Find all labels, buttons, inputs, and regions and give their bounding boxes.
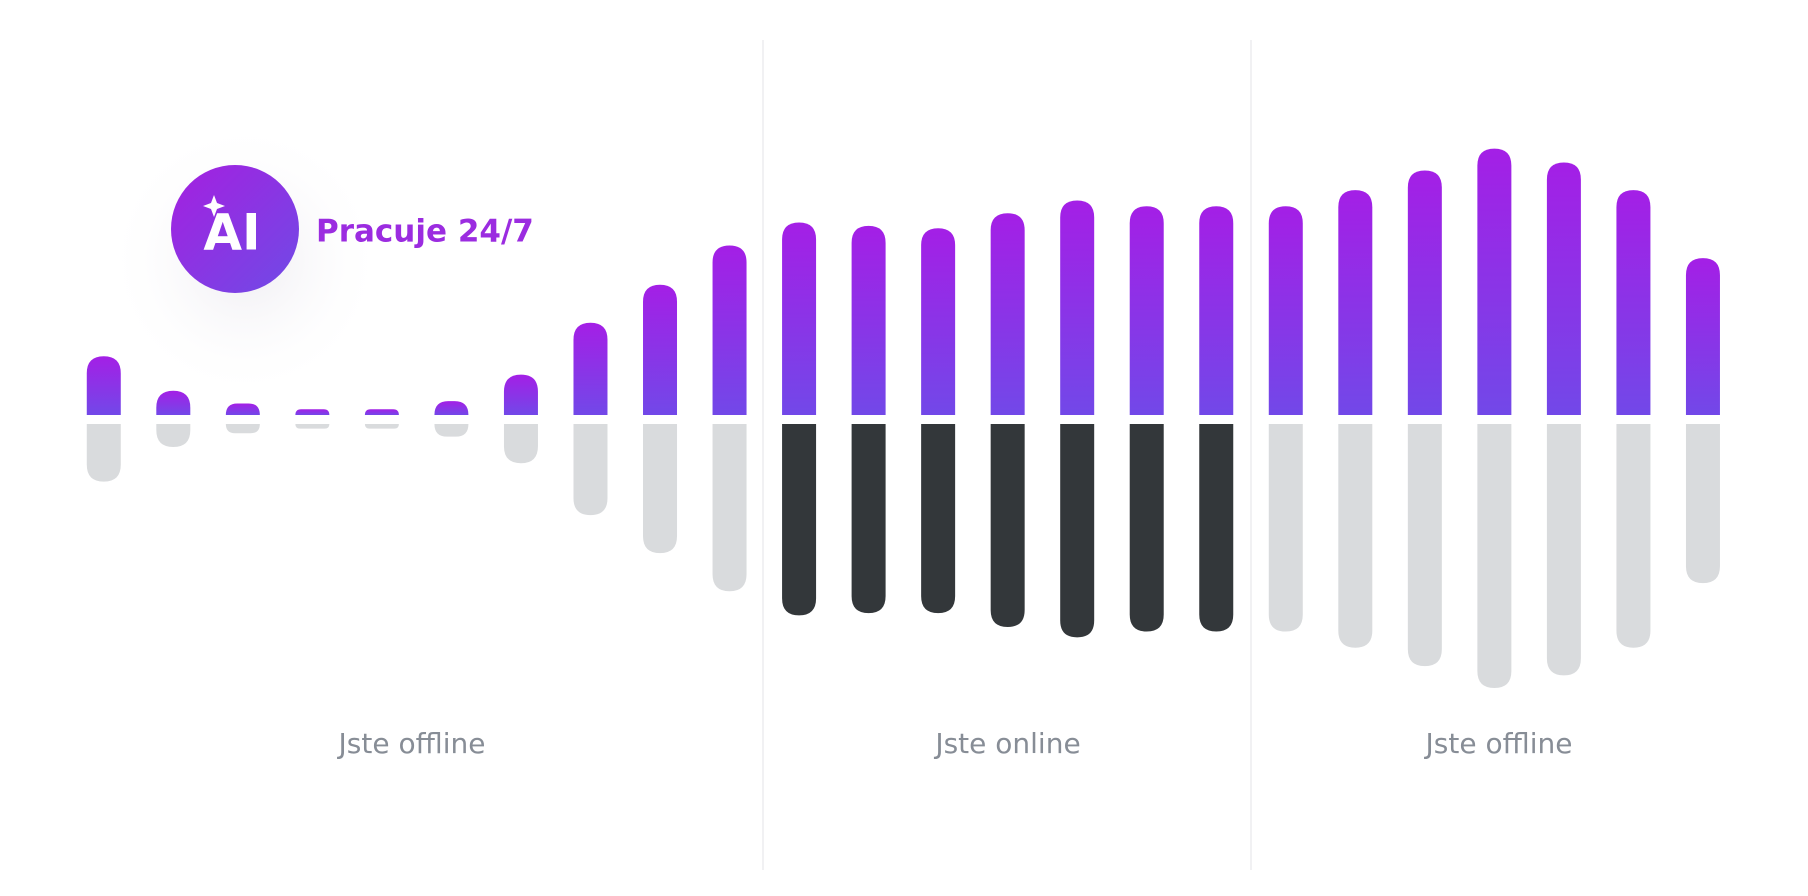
bar-up bbox=[295, 409, 330, 415]
bar-up bbox=[782, 222, 817, 415]
bar-down bbox=[712, 424, 747, 592]
bar-up bbox=[1060, 200, 1095, 415]
badge-icon: AI bbox=[203, 204, 260, 262]
bar-up bbox=[643, 284, 678, 415]
bar-down bbox=[1546, 424, 1581, 676]
bar-down bbox=[643, 424, 678, 554]
bar-up bbox=[1546, 162, 1581, 415]
bar-up bbox=[434, 401, 469, 415]
bar-up bbox=[1477, 148, 1512, 415]
bar-down bbox=[1199, 424, 1234, 632]
bar-down bbox=[434, 424, 469, 437]
status-label: Jste online bbox=[933, 727, 1080, 760]
status-label: Jste offline bbox=[1424, 727, 1573, 760]
bar-down bbox=[1060, 424, 1095, 638]
bar-down bbox=[1685, 424, 1720, 584]
status-label: Jste offline bbox=[337, 727, 486, 760]
bar-down bbox=[295, 424, 330, 429]
bar-up bbox=[1685, 258, 1720, 415]
bar-up bbox=[851, 225, 886, 415]
bar-up bbox=[712, 245, 747, 415]
bar-down bbox=[1477, 424, 1512, 689]
bar-down bbox=[782, 424, 817, 616]
bar-up bbox=[364, 409, 399, 415]
bar-down bbox=[1616, 424, 1651, 648]
bar-up bbox=[1268, 206, 1303, 415]
bar-down bbox=[573, 424, 608, 516]
bar-down bbox=[86, 424, 121, 482]
bar-down bbox=[1268, 424, 1303, 632]
bar-up bbox=[156, 390, 191, 415]
bar-down bbox=[1338, 424, 1373, 648]
bar-up bbox=[86, 356, 121, 415]
bar-up bbox=[503, 374, 538, 415]
bar-down bbox=[225, 424, 260, 434]
bar-down bbox=[503, 424, 538, 464]
bar-up bbox=[1129, 206, 1164, 415]
bar-down bbox=[364, 424, 399, 429]
bar-up bbox=[1199, 206, 1234, 415]
bar-up bbox=[1338, 190, 1373, 415]
bar-up bbox=[990, 213, 1025, 415]
badge-circle bbox=[171, 165, 299, 293]
badge-text: Pracuje 24/7 bbox=[316, 214, 534, 250]
bar-down bbox=[921, 424, 956, 614]
bar-down bbox=[1129, 424, 1164, 632]
bar-up bbox=[1616, 190, 1651, 415]
bar-down bbox=[156, 424, 191, 448]
bar-down bbox=[990, 424, 1025, 627]
bar-up bbox=[573, 322, 608, 415]
bar-up bbox=[225, 403, 260, 415]
bar-down bbox=[1407, 424, 1442, 667]
bar-up bbox=[921, 228, 956, 415]
bar-down bbox=[851, 424, 886, 614]
sparkle-icon bbox=[203, 195, 225, 217]
bar-up bbox=[1407, 170, 1442, 415]
